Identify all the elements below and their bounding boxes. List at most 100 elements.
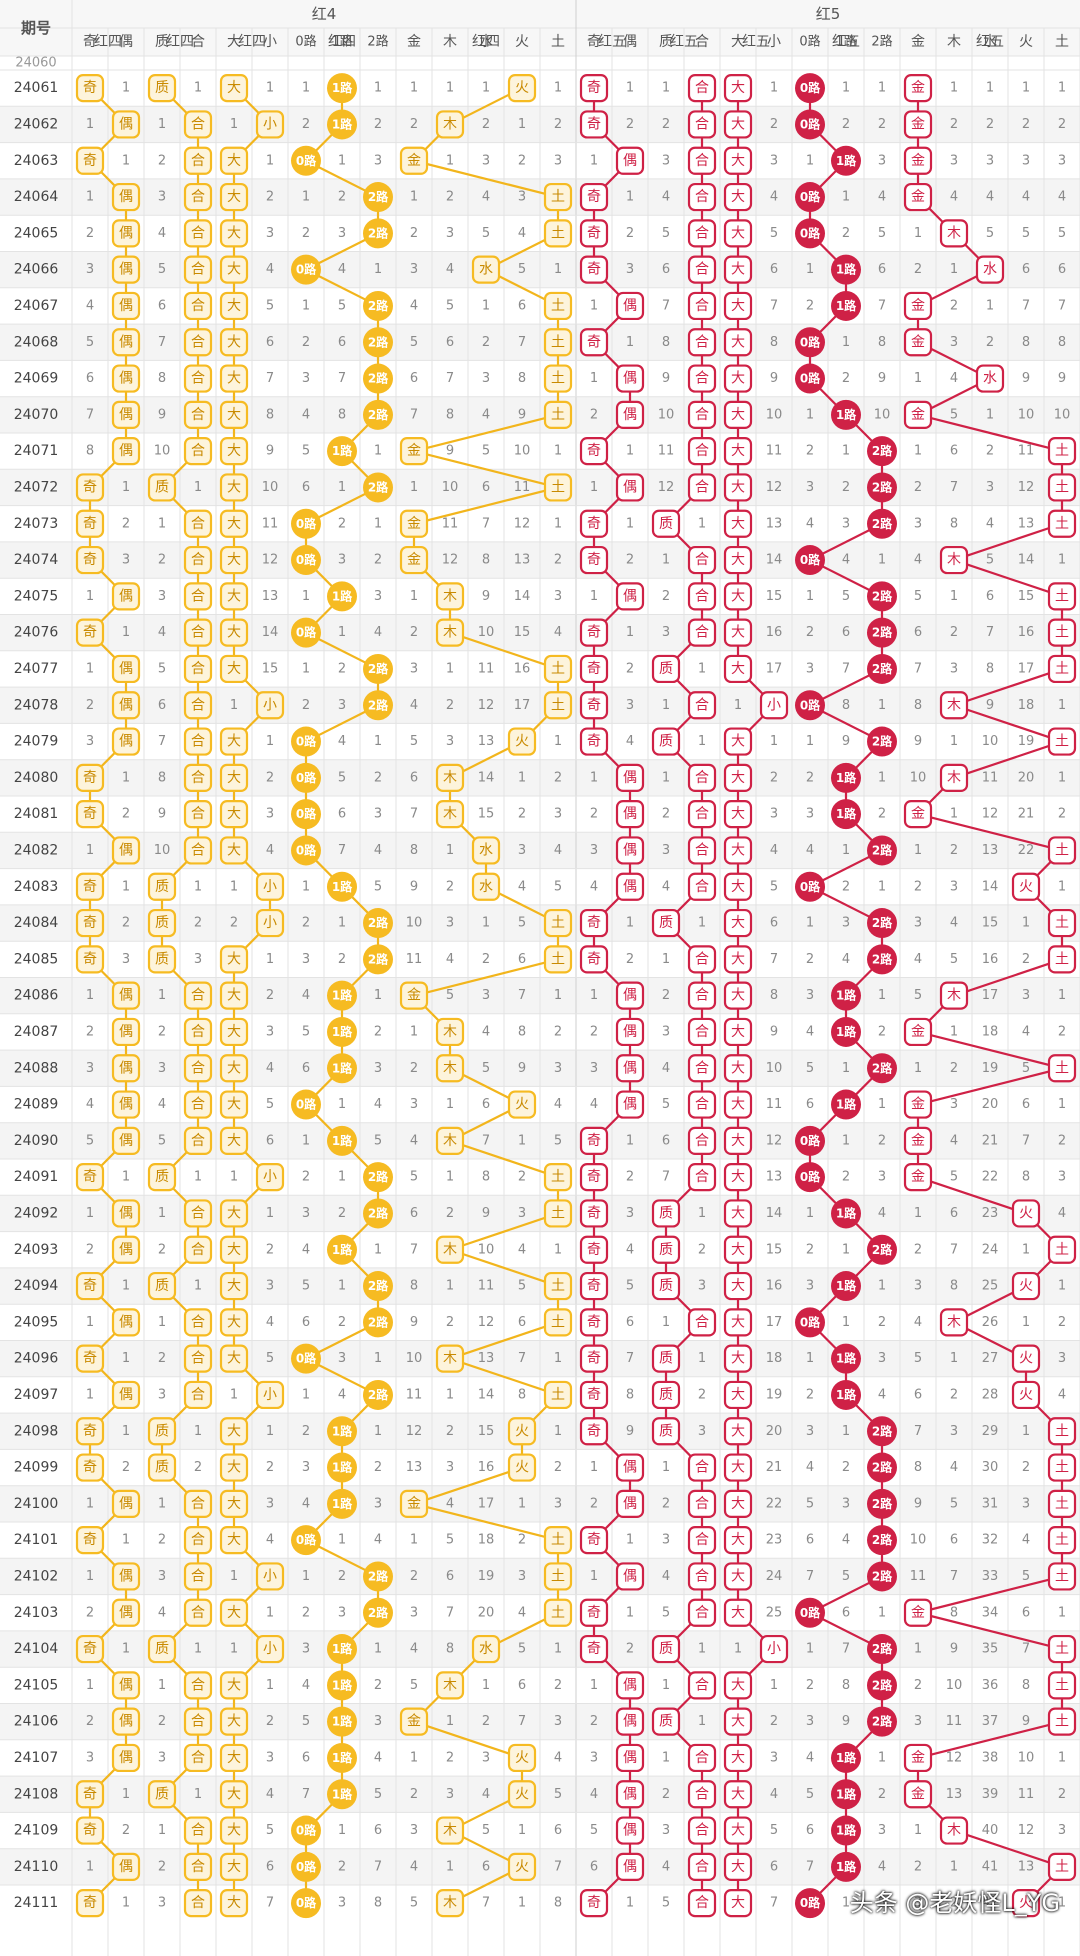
mark: 0路: [795, 327, 825, 358]
missing-count: 2: [410, 1569, 418, 1584]
missing-count: 9: [986, 698, 994, 713]
missing-count: 5: [302, 1024, 310, 1039]
mark-label: 合: [695, 951, 709, 967]
mark-label: 偶: [119, 225, 133, 241]
mark-circle: [867, 617, 897, 648]
mark: 合: [183, 836, 213, 865]
mark: 奇: [579, 1598, 609, 1627]
missing-count: 4: [374, 1750, 382, 1765]
missing-count: 1: [950, 1351, 958, 1366]
mark-box: [1047, 945, 1077, 974]
missing-count: 1: [590, 480, 598, 495]
mark-label: 土: [551, 1314, 565, 1330]
mark: 合: [687, 1163, 717, 1192]
missing-count: 1: [122, 480, 130, 495]
mark: 大: [723, 1707, 753, 1736]
mark-box: [1047, 1417, 1077, 1446]
mark-label: 土: [1055, 1423, 1069, 1439]
mark-box: [111, 691, 141, 720]
mark: 大: [219, 1852, 249, 1881]
missing-count: 3: [158, 1387, 166, 1402]
mark-box: [579, 691, 609, 720]
mark-label: 0路: [800, 116, 821, 131]
missing-count: 3: [698, 1279, 706, 1294]
missing-count: 5: [338, 298, 346, 313]
mark-label: 大: [731, 1169, 745, 1185]
missing-count: 1: [878, 988, 886, 1003]
mark: 金: [903, 1598, 933, 1627]
mark-label: 1路: [836, 407, 857, 422]
mark: 火: [1011, 1271, 1041, 1301]
mark-label: 偶: [623, 1097, 637, 1113]
mark: 大: [723, 1308, 753, 1337]
mark: 大: [723, 618, 753, 647]
missing-count: 4: [878, 1387, 886, 1402]
missing-count: 39: [982, 1787, 999, 1802]
mark-label: 奇: [83, 914, 97, 931]
mark-box: [579, 1308, 609, 1337]
missing-count: 1: [914, 1061, 922, 1076]
missing-count: 8: [446, 407, 454, 422]
mark-label: 大: [731, 298, 745, 314]
mark-box: [723, 836, 753, 865]
mark: 奇: [579, 110, 609, 139]
mark-label: 奇: [83, 878, 97, 895]
mark-circle: [795, 1125, 825, 1156]
mark: 0路: [795, 182, 825, 213]
mark-box: [723, 800, 753, 829]
mark-box: [723, 1417, 753, 1446]
mark-label: 土: [551, 298, 565, 314]
mark: 2路: [867, 944, 897, 975]
mark: 1路: [831, 290, 861, 321]
mark: 火: [507, 1852, 537, 1881]
mark-label: 土: [1055, 842, 1069, 858]
missing-count: 3: [842, 1496, 850, 1511]
missing-count: 4: [662, 1061, 670, 1076]
mark-box: [543, 691, 573, 720]
mark-label: 2路: [368, 661, 389, 676]
mark-label: 合: [191, 1242, 205, 1258]
mark: 1路: [831, 1016, 861, 1047]
mark: 1路: [327, 980, 357, 1011]
mark-label: 合: [695, 225, 709, 241]
mark-label: 0路: [296, 806, 317, 821]
mark: 大: [723, 1380, 753, 1410]
missing-count: 20: [766, 1424, 783, 1439]
missing-count: 4: [374, 625, 382, 640]
missing-count: 3: [590, 1750, 598, 1765]
mark: 偶: [111, 836, 141, 865]
missing-count: 3: [410, 1097, 418, 1112]
mark: 奇: [579, 74, 609, 103]
missing-count: 4: [950, 1460, 958, 1475]
mark: 合: [687, 1780, 717, 1809]
mark-label: 土: [551, 1568, 565, 1584]
mark-label: 1路: [332, 1677, 353, 1692]
mark: 大: [219, 763, 249, 792]
mark: 质: [147, 908, 177, 938]
mark-label: 偶: [623, 806, 637, 822]
mark-label: 合: [695, 1460, 709, 1476]
missing-count: 4: [410, 1133, 418, 1148]
missing-count: 2: [446, 190, 454, 205]
mark-label: 合: [695, 1823, 709, 1839]
missing-count: 11: [262, 516, 279, 531]
period-label: 24066: [14, 262, 59, 278]
missing-count: 4: [446, 1496, 454, 1511]
missing-count: 2: [446, 1206, 454, 1221]
missing-count: 10: [658, 407, 675, 422]
mark: 奇: [579, 1380, 609, 1410]
missing-count: 1: [1058, 988, 1066, 1003]
column-header: 金: [407, 34, 421, 50]
missing-count: 1: [662, 81, 670, 96]
missing-count: 3: [446, 734, 454, 749]
mark-label: 2路: [872, 479, 893, 494]
mark: 奇: [75, 1417, 105, 1446]
mark-box: [723, 110, 753, 139]
mark: 金: [399, 1489, 429, 1518]
mark-label: 金: [911, 298, 925, 314]
missing-count: 6: [950, 1533, 958, 1548]
mark: 土: [543, 1163, 573, 1192]
missing-count: 1: [338, 1533, 346, 1548]
missing-count: 7: [518, 335, 526, 350]
missing-count: 3: [842, 916, 850, 931]
